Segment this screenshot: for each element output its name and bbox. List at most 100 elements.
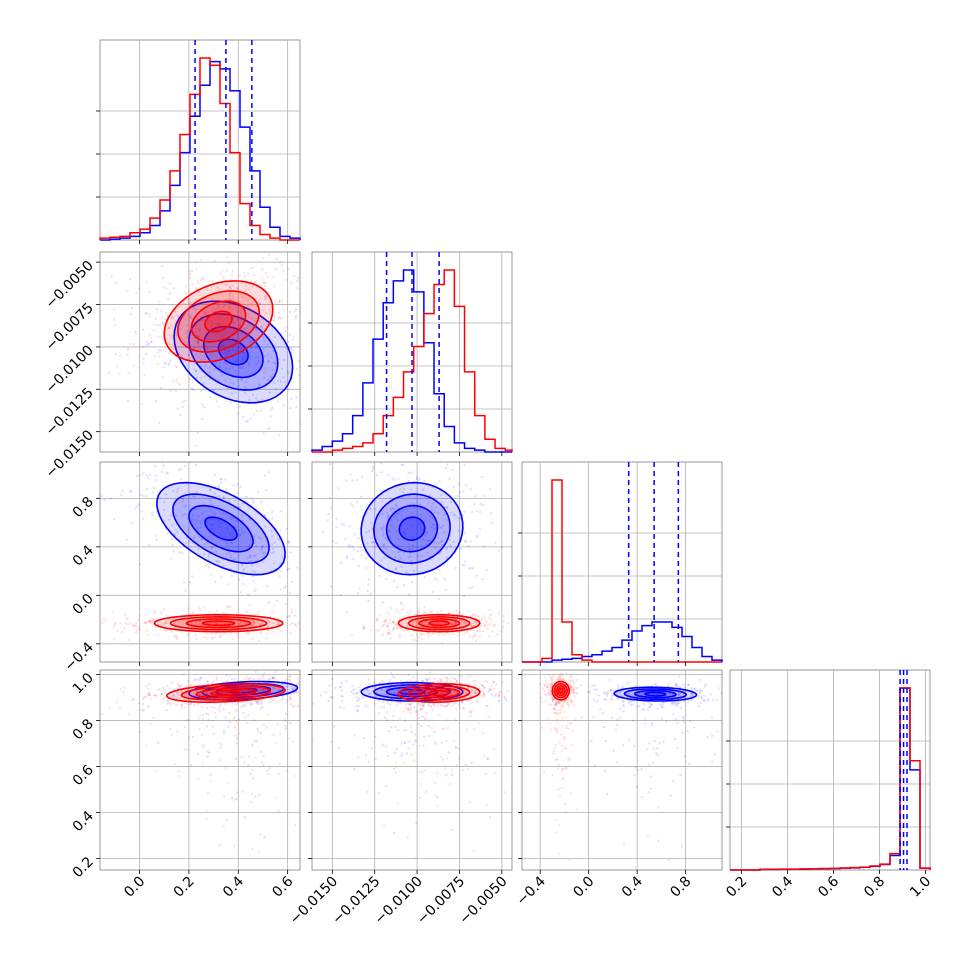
scatter-point (294, 823, 297, 827)
scatter-point (201, 624, 204, 627)
scatter-point (263, 688, 266, 691)
scatter-point (552, 749, 555, 753)
scatter-point (184, 504, 187, 507)
scatter-point (220, 743, 223, 746)
scatter-point (293, 310, 297, 313)
scatter-point (409, 609, 412, 613)
scatter-point (398, 685, 402, 688)
scatter-point (200, 258, 203, 261)
scatter-point (410, 581, 413, 584)
scatter-point (206, 520, 209, 523)
scatter-point (492, 680, 495, 684)
scatter-point (387, 621, 390, 625)
scatter-point (201, 403, 204, 406)
scatter-point (404, 620, 407, 623)
scatter-point (193, 307, 196, 310)
scatter-point (225, 256, 229, 259)
scatter-point (301, 630, 303, 632)
scatter-point (268, 700, 272, 704)
scatter-point (394, 503, 398, 507)
scatter-point (489, 613, 492, 617)
scatter-point (165, 685, 169, 688)
scatter-point (223, 303, 227, 307)
scatter-point (463, 510, 466, 513)
panel-content (100, 670, 323, 870)
scatter-point (438, 552, 441, 555)
scatter-point (455, 622, 458, 625)
scatter-point (316, 685, 318, 687)
scatter-point (278, 575, 281, 578)
scatter-point (288, 591, 291, 594)
scatter-point (141, 517, 145, 521)
scatter-point (387, 628, 390, 632)
scatter-point (168, 282, 172, 286)
scatter-point (393, 555, 397, 559)
scatter-point (194, 463, 198, 467)
scatter-point (618, 690, 622, 694)
scatter-point (442, 530, 446, 534)
scatter-point (246, 420, 249, 423)
scatter-point (294, 314, 298, 318)
scatter-point (142, 494, 146, 498)
scatter-point (361, 696, 365, 700)
scatter-point (190, 387, 194, 390)
scatter-point (227, 261, 231, 264)
scatter-point (333, 553, 335, 555)
scatter-point (359, 546, 362, 549)
scatter-point (332, 725, 336, 728)
scatter-point (416, 619, 420, 623)
scatter-point (707, 698, 710, 701)
scatter-point (412, 569, 416, 573)
scatter-point (154, 694, 157, 697)
scatter-point (129, 622, 132, 625)
scatter-point (264, 525, 267, 528)
y-tick-label: 1.0 (70, 670, 97, 697)
scatter-point (693, 726, 696, 729)
scatter-point (220, 374, 224, 377)
scatter-point (399, 556, 403, 560)
scatter-point (699, 695, 703, 699)
scatter-point (474, 615, 477, 618)
scatter-point (164, 362, 167, 365)
scatter-point (421, 488, 425, 491)
panel-content (100, 462, 336, 662)
scatter-point (609, 697, 613, 701)
scatter-point (121, 690, 125, 694)
scatter-point (207, 713, 210, 716)
scatter-point (549, 703, 553, 706)
scatter-point (440, 741, 443, 745)
scatter-point (658, 741, 661, 744)
scatter-point (257, 730, 260, 733)
scatter-point (266, 619, 270, 623)
scatter-point (233, 321, 236, 325)
scatter-point (710, 716, 714, 719)
scatter-point (306, 367, 308, 369)
scatter-point (552, 673, 556, 677)
scatter-point (572, 687, 575, 690)
scatter-point (213, 611, 216, 615)
scatter-point (334, 579, 336, 581)
scatter-point (543, 690, 547, 693)
scatter-point (313, 315, 315, 317)
scatter-point (394, 567, 397, 571)
scatter-point (703, 685, 706, 688)
scatter-point (386, 693, 389, 696)
scatter-point (239, 330, 242, 333)
scatter-point (188, 313, 192, 316)
scatter-point (452, 485, 455, 489)
scatter-point (202, 692, 206, 696)
scatter-point (344, 347, 346, 349)
scatter-point (586, 690, 589, 694)
scatter-point (550, 678, 554, 681)
scatter-point (259, 325, 262, 328)
scatter-point (277, 772, 280, 776)
scatter-point (282, 694, 285, 697)
scatter-point (187, 353, 190, 357)
scatter-point (402, 584, 405, 587)
scatter-point (389, 518, 393, 522)
scatter-point (226, 527, 229, 531)
scatter-point (321, 684, 323, 686)
scatter-point (154, 534, 158, 538)
scatter-point (236, 299, 239, 303)
scatter-point (250, 267, 253, 270)
